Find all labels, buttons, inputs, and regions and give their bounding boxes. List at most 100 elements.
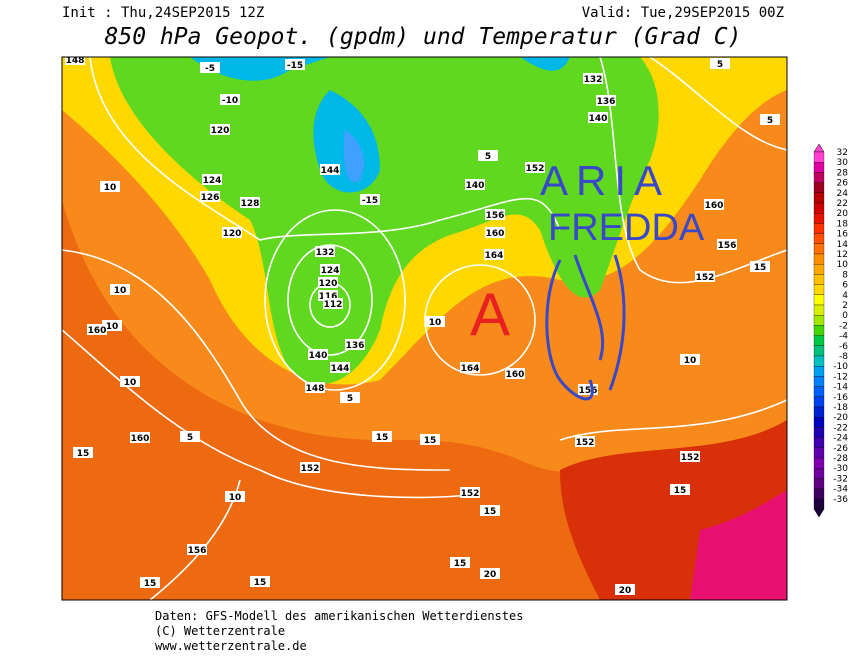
colorbar-swatch	[813, 417, 825, 428]
contour-label: 144	[321, 166, 340, 176]
contour-label-bg	[110, 284, 130, 295]
contour-label: 15	[424, 436, 437, 446]
contour-label: 156	[579, 386, 598, 396]
colorbar-swatch	[813, 192, 825, 204]
colorbar-label: 16	[837, 230, 849, 240]
contour-label-bg	[695, 271, 715, 282]
contour-label-bg	[210, 124, 230, 135]
colorbar-swatch	[813, 488, 825, 499]
contour-label: -15	[362, 196, 378, 206]
contour-label: 148	[66, 56, 85, 66]
contour-label: 15	[254, 578, 267, 588]
contour-label: 152	[301, 464, 320, 474]
contour-label-bg	[460, 487, 480, 498]
contour-label: 124	[321, 266, 340, 276]
contour-label-bg	[372, 431, 392, 442]
colorbar-swatch	[813, 478, 825, 489]
contour-line	[89, 57, 561, 241]
contour-line	[62, 249, 451, 471]
contour-label-bg	[130, 432, 150, 443]
colorbar-label: -20	[833, 413, 848, 423]
colorbar-label: 10	[837, 260, 849, 270]
contour-label-bg	[420, 434, 440, 445]
contour-label-bg	[340, 392, 360, 403]
contour-label: 136	[597, 97, 616, 107]
colorbar-label: -32	[833, 474, 848, 484]
contour-label: 152	[461, 489, 480, 499]
contour-label-bg	[460, 362, 480, 373]
colorbar-swatch	[813, 386, 825, 397]
contour-label-bg	[330, 362, 350, 373]
colorbar-label: 30	[837, 158, 849, 168]
colorbar-label: 14	[837, 240, 849, 250]
contour-label-bg	[87, 324, 107, 335]
colorbar-label: 12	[837, 250, 848, 260]
contour-label-bg	[318, 290, 338, 301]
contour-label: 148	[306, 384, 325, 394]
colorbar-label: 28	[837, 168, 849, 178]
contour-label: 128	[241, 199, 260, 209]
colorbar-label: -14	[833, 383, 848, 393]
contour-line	[62, 329, 471, 499]
contour-label: 160	[131, 434, 150, 444]
contour-label: 144	[331, 364, 350, 374]
contour-label-bg	[615, 584, 635, 595]
colorbar-label: -4	[839, 332, 848, 342]
colorbar-swatch	[813, 335, 825, 346]
contour-label: 5	[347, 394, 353, 404]
contour-label: 20	[619, 586, 632, 596]
colorbar-swatch	[813, 274, 825, 285]
colorbar-label: 8	[842, 270, 848, 280]
contour-label: 164	[485, 251, 504, 261]
colorbar-swatch	[813, 396, 825, 408]
contour-label: 156	[718, 241, 737, 251]
colorbar-swatch	[813, 406, 825, 418]
contour-label: 124	[203, 176, 222, 186]
colorbar-swatch	[813, 202, 825, 214]
contour-label: 10	[684, 356, 697, 366]
contour-label-bg	[760, 114, 780, 125]
colorbar-swatch	[813, 376, 825, 387]
contour-label-bg	[478, 150, 498, 161]
colorbar: 32302826242220181614121086420-2-4-6-8-10…	[813, 143, 849, 518]
colorbar-label: 26	[837, 179, 849, 189]
contour-label-bg	[323, 298, 343, 309]
contour-label-bg	[120, 376, 140, 387]
colorbar-swatch	[813, 172, 825, 183]
contour-label: 20	[484, 570, 497, 580]
colorbar-swatch	[813, 253, 825, 265]
valid-time: Valid: Tue,29SEP2015 00Z	[582, 5, 784, 21]
contour-label-bg	[360, 194, 380, 205]
colorbar-swatch	[813, 284, 825, 295]
colorbar-swatch	[813, 233, 825, 244]
contour-label: -15	[287, 61, 303, 71]
contour-line	[559, 399, 787, 441]
colorbar-label: -36	[833, 495, 848, 505]
contour-label-bg	[180, 431, 200, 442]
contour-label: 15	[376, 433, 389, 443]
hottest-area	[690, 490, 787, 600]
colorbar-swatch	[813, 264, 825, 275]
footer-line: (C) Wetterzentrale	[155, 624, 285, 638]
colorbar-swatch	[813, 345, 825, 357]
contour-label: 152	[576, 438, 595, 448]
colorbar-swatch	[813, 325, 825, 336]
contour-label-bg	[680, 451, 700, 462]
contour-label-bg	[300, 462, 320, 473]
colorbar-swatch	[813, 447, 825, 459]
contour-label: 5	[187, 433, 193, 443]
contour-label: 15	[77, 449, 90, 459]
contour-label-bg	[250, 576, 270, 587]
contour-label: 10	[106, 322, 119, 332]
contour-label-bg	[578, 384, 598, 395]
cold-area	[190, 57, 570, 193]
cold-annotation: FREDDA	[548, 207, 705, 249]
contour-label-bg	[200, 191, 220, 202]
cold-annotation: ARIA	[540, 157, 670, 204]
contour-label-bg	[73, 447, 93, 458]
contour-label-bg	[680, 354, 700, 365]
contour-label-bg	[450, 557, 470, 568]
contour-label: 10	[229, 493, 242, 503]
contour-labels: 1481201241261281201321241201161121361401…	[65, 56, 780, 596]
colorbar-swatch	[813, 151, 825, 163]
